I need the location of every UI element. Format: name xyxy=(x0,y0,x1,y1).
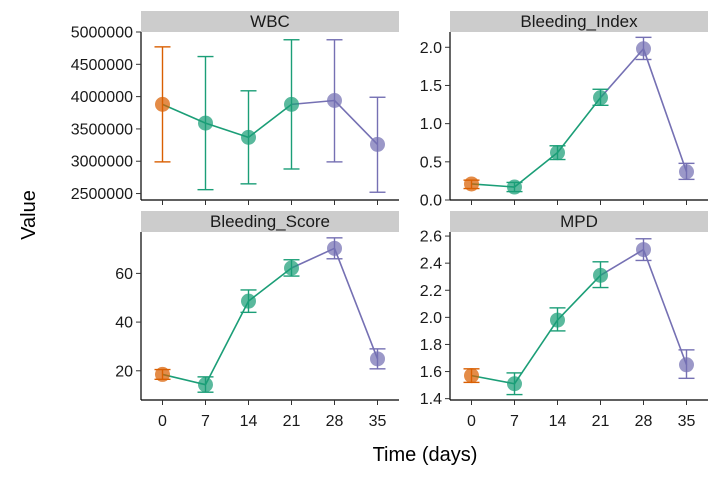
panels-layer: WBC 2500000 3000000 3500000 4000000 4500000 50… xyxy=(71,11,708,430)
data-point xyxy=(155,366,170,382)
data-point xyxy=(155,96,170,112)
series-segment xyxy=(333,248,379,360)
data-point xyxy=(636,242,651,258)
x-tick-label: 7 xyxy=(510,413,519,430)
x-tick-label: 14 xyxy=(549,413,567,430)
data-point xyxy=(198,115,213,131)
series-segment xyxy=(162,103,206,124)
data-point xyxy=(464,368,479,384)
data-point xyxy=(327,92,342,108)
panel-strip-label: WBC xyxy=(250,12,290,31)
y-tick-label: 1.0 xyxy=(420,116,442,133)
y-tick-label: 3000000 xyxy=(71,154,133,171)
panel-3: Bleeding_Score 20 40 60 0 7 14 21 28 35 xyxy=(115,211,399,430)
series-segment xyxy=(248,267,292,302)
x-tick-label: 0 xyxy=(158,413,167,430)
x-tick-label: 28 xyxy=(635,413,653,430)
panel-strip xyxy=(141,11,399,32)
series-segment xyxy=(333,99,379,145)
x-axis-title: Time (days) xyxy=(373,444,478,466)
y-tick-label: 2.0 xyxy=(420,40,442,57)
series-segment xyxy=(205,122,249,139)
y-tick-label: 2.6 xyxy=(420,229,442,246)
panel-2: Bleeding_Index 0.0 0.5 1.0 1.5 2.0 xyxy=(420,11,708,210)
series-segment xyxy=(291,247,335,269)
y-tick-label: 40 xyxy=(115,315,133,332)
data-point xyxy=(593,267,608,283)
panel-4: MPD 1.4 1.6 1.8 2.0 2.2 2.4 2.6 0 7 14 21 28 35 xyxy=(420,211,708,430)
series-segment xyxy=(642,249,688,366)
y-tick-label: 0.0 xyxy=(420,193,442,210)
panel-strip xyxy=(141,211,399,232)
y-tick-label: 2.0 xyxy=(420,310,442,327)
y-tick-label: 0.5 xyxy=(420,154,442,171)
data-point xyxy=(550,145,565,161)
y-tick-label: 1.8 xyxy=(420,337,442,354)
series-segment xyxy=(599,48,645,99)
panel-strip-label: MPD xyxy=(560,212,598,231)
data-point xyxy=(507,376,522,392)
panel-strip-label: Bleeding_Index xyxy=(520,12,638,31)
y-tick-label: 60 xyxy=(115,266,133,283)
series-segment xyxy=(642,48,688,173)
y-tick-label: 4000000 xyxy=(71,89,133,106)
x-tick-label: 35 xyxy=(678,413,696,430)
data-point xyxy=(507,179,522,195)
series-segment xyxy=(513,319,559,385)
series-segment xyxy=(248,103,292,138)
series-segment xyxy=(556,97,602,154)
series-segment xyxy=(204,300,250,386)
y-tick-label: 20 xyxy=(115,363,133,380)
x-tick-label: 7 xyxy=(201,413,210,430)
x-tick-label: 21 xyxy=(592,413,610,430)
data-point xyxy=(241,129,256,145)
data-point xyxy=(327,240,342,256)
panel-strip-label: Bleeding_Score xyxy=(210,212,330,231)
data-point xyxy=(593,90,608,106)
panel-strip xyxy=(450,211,708,232)
x-tick-label: 35 xyxy=(369,413,387,430)
panel-strip xyxy=(450,11,708,32)
y-tick-label: 3500000 xyxy=(71,121,133,138)
x-tick-label: 14 xyxy=(240,413,258,430)
data-point xyxy=(679,357,694,373)
y-tick-label: 2.4 xyxy=(420,256,442,273)
series-segment xyxy=(600,248,644,277)
y-tick-label: 1.6 xyxy=(420,364,442,381)
data-point xyxy=(284,96,299,112)
y-tick-label: 5000000 xyxy=(71,25,133,42)
data-point xyxy=(636,41,651,57)
y-axis-title: Value xyxy=(18,190,40,240)
series-segment xyxy=(556,274,602,321)
y-tick-label: 1.5 xyxy=(420,78,442,95)
data-point xyxy=(550,312,565,328)
y-tick-label: 4500000 xyxy=(71,57,133,74)
x-tick-label: 28 xyxy=(326,413,344,430)
series-segment xyxy=(514,152,558,188)
panel-1: WBC 2500000 3000000 3500000 4000000 4500000 50… xyxy=(71,11,399,205)
x-tick-label: 0 xyxy=(467,413,476,430)
data-point xyxy=(370,136,385,152)
x-tick-label: 21 xyxy=(283,413,301,430)
data-point xyxy=(241,293,256,309)
data-point xyxy=(464,176,479,192)
y-tick-label: 2.2 xyxy=(420,283,442,300)
y-tick-label: 2500000 xyxy=(71,186,133,203)
data-point xyxy=(284,260,299,276)
data-point xyxy=(198,377,213,393)
y-tick-label: 1.4 xyxy=(420,391,442,408)
data-point xyxy=(370,351,385,367)
data-point xyxy=(679,164,694,180)
